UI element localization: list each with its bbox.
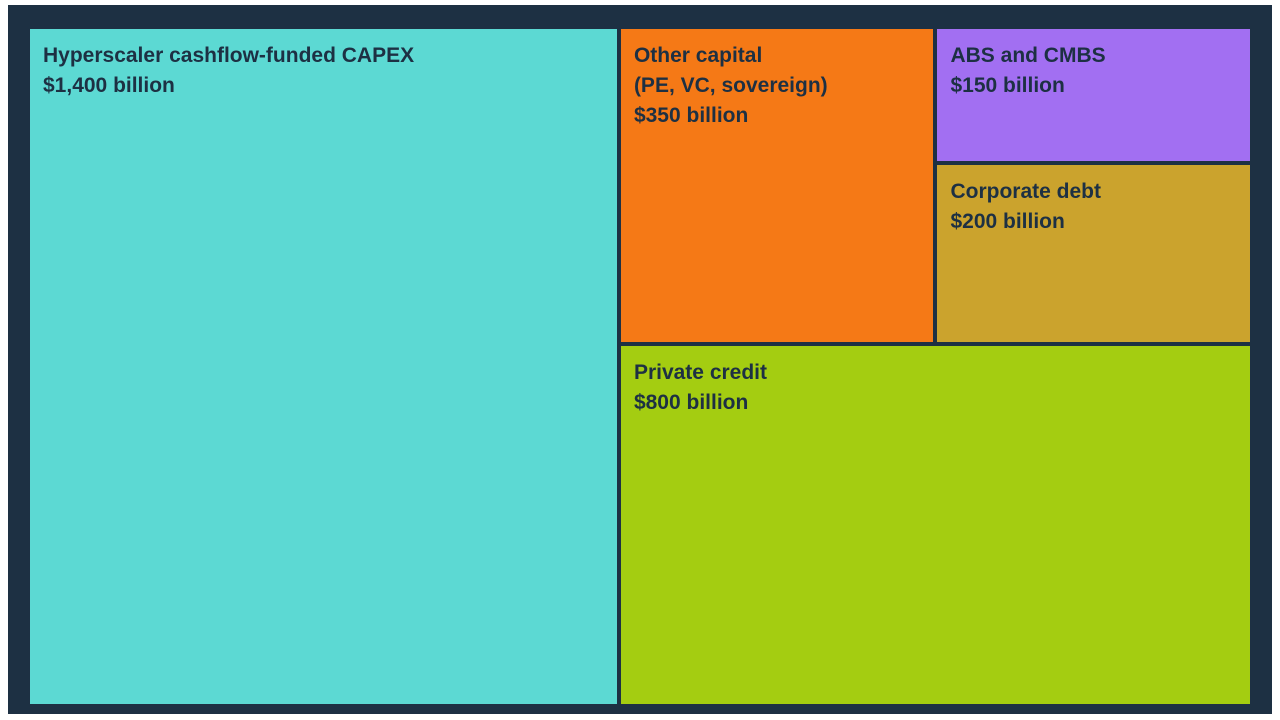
cell-title: Other capital [633,44,763,67]
chart-panel: Hyperscaler cashflow-funded CAPEX $1,400… [8,5,1272,714]
treemap-cell-other-capital: Other capital (PE, VC, sovereign) $350 b… [618,27,936,344]
cell-value: $800 billion [633,390,749,414]
cell-subtitle: (PE, VC, sovereign) [633,73,828,97]
cell-value: $150 billion [950,73,1065,97]
treemap-cell-private-credit: Private credit $800 billion [618,343,1252,706]
treemap-cell-hyperscaler-capex: Hyperscaler cashflow-funded CAPEX $1,400… [28,27,619,706]
cell-value: $200 billion [950,209,1065,233]
treemap-chart: Hyperscaler cashflow-funded CAPEX $1,400… [28,27,1252,706]
cell-title: Private credit [633,360,768,384]
treemap-cell-corporate-debt: Corporate debt $200 billion [935,162,1252,344]
cell-title: ABS and CMBS [950,44,1106,67]
cell-title: Corporate debt [950,179,1101,203]
cell-value: $350 billion [633,103,749,127]
cell-value: $1,400 billion [43,73,175,97]
cell-title: Hyperscaler cashflow-funded CAPEX [43,44,415,67]
treemap-cell-abs-and-cmbs: ABS and CMBS $150 billion [935,27,1252,163]
